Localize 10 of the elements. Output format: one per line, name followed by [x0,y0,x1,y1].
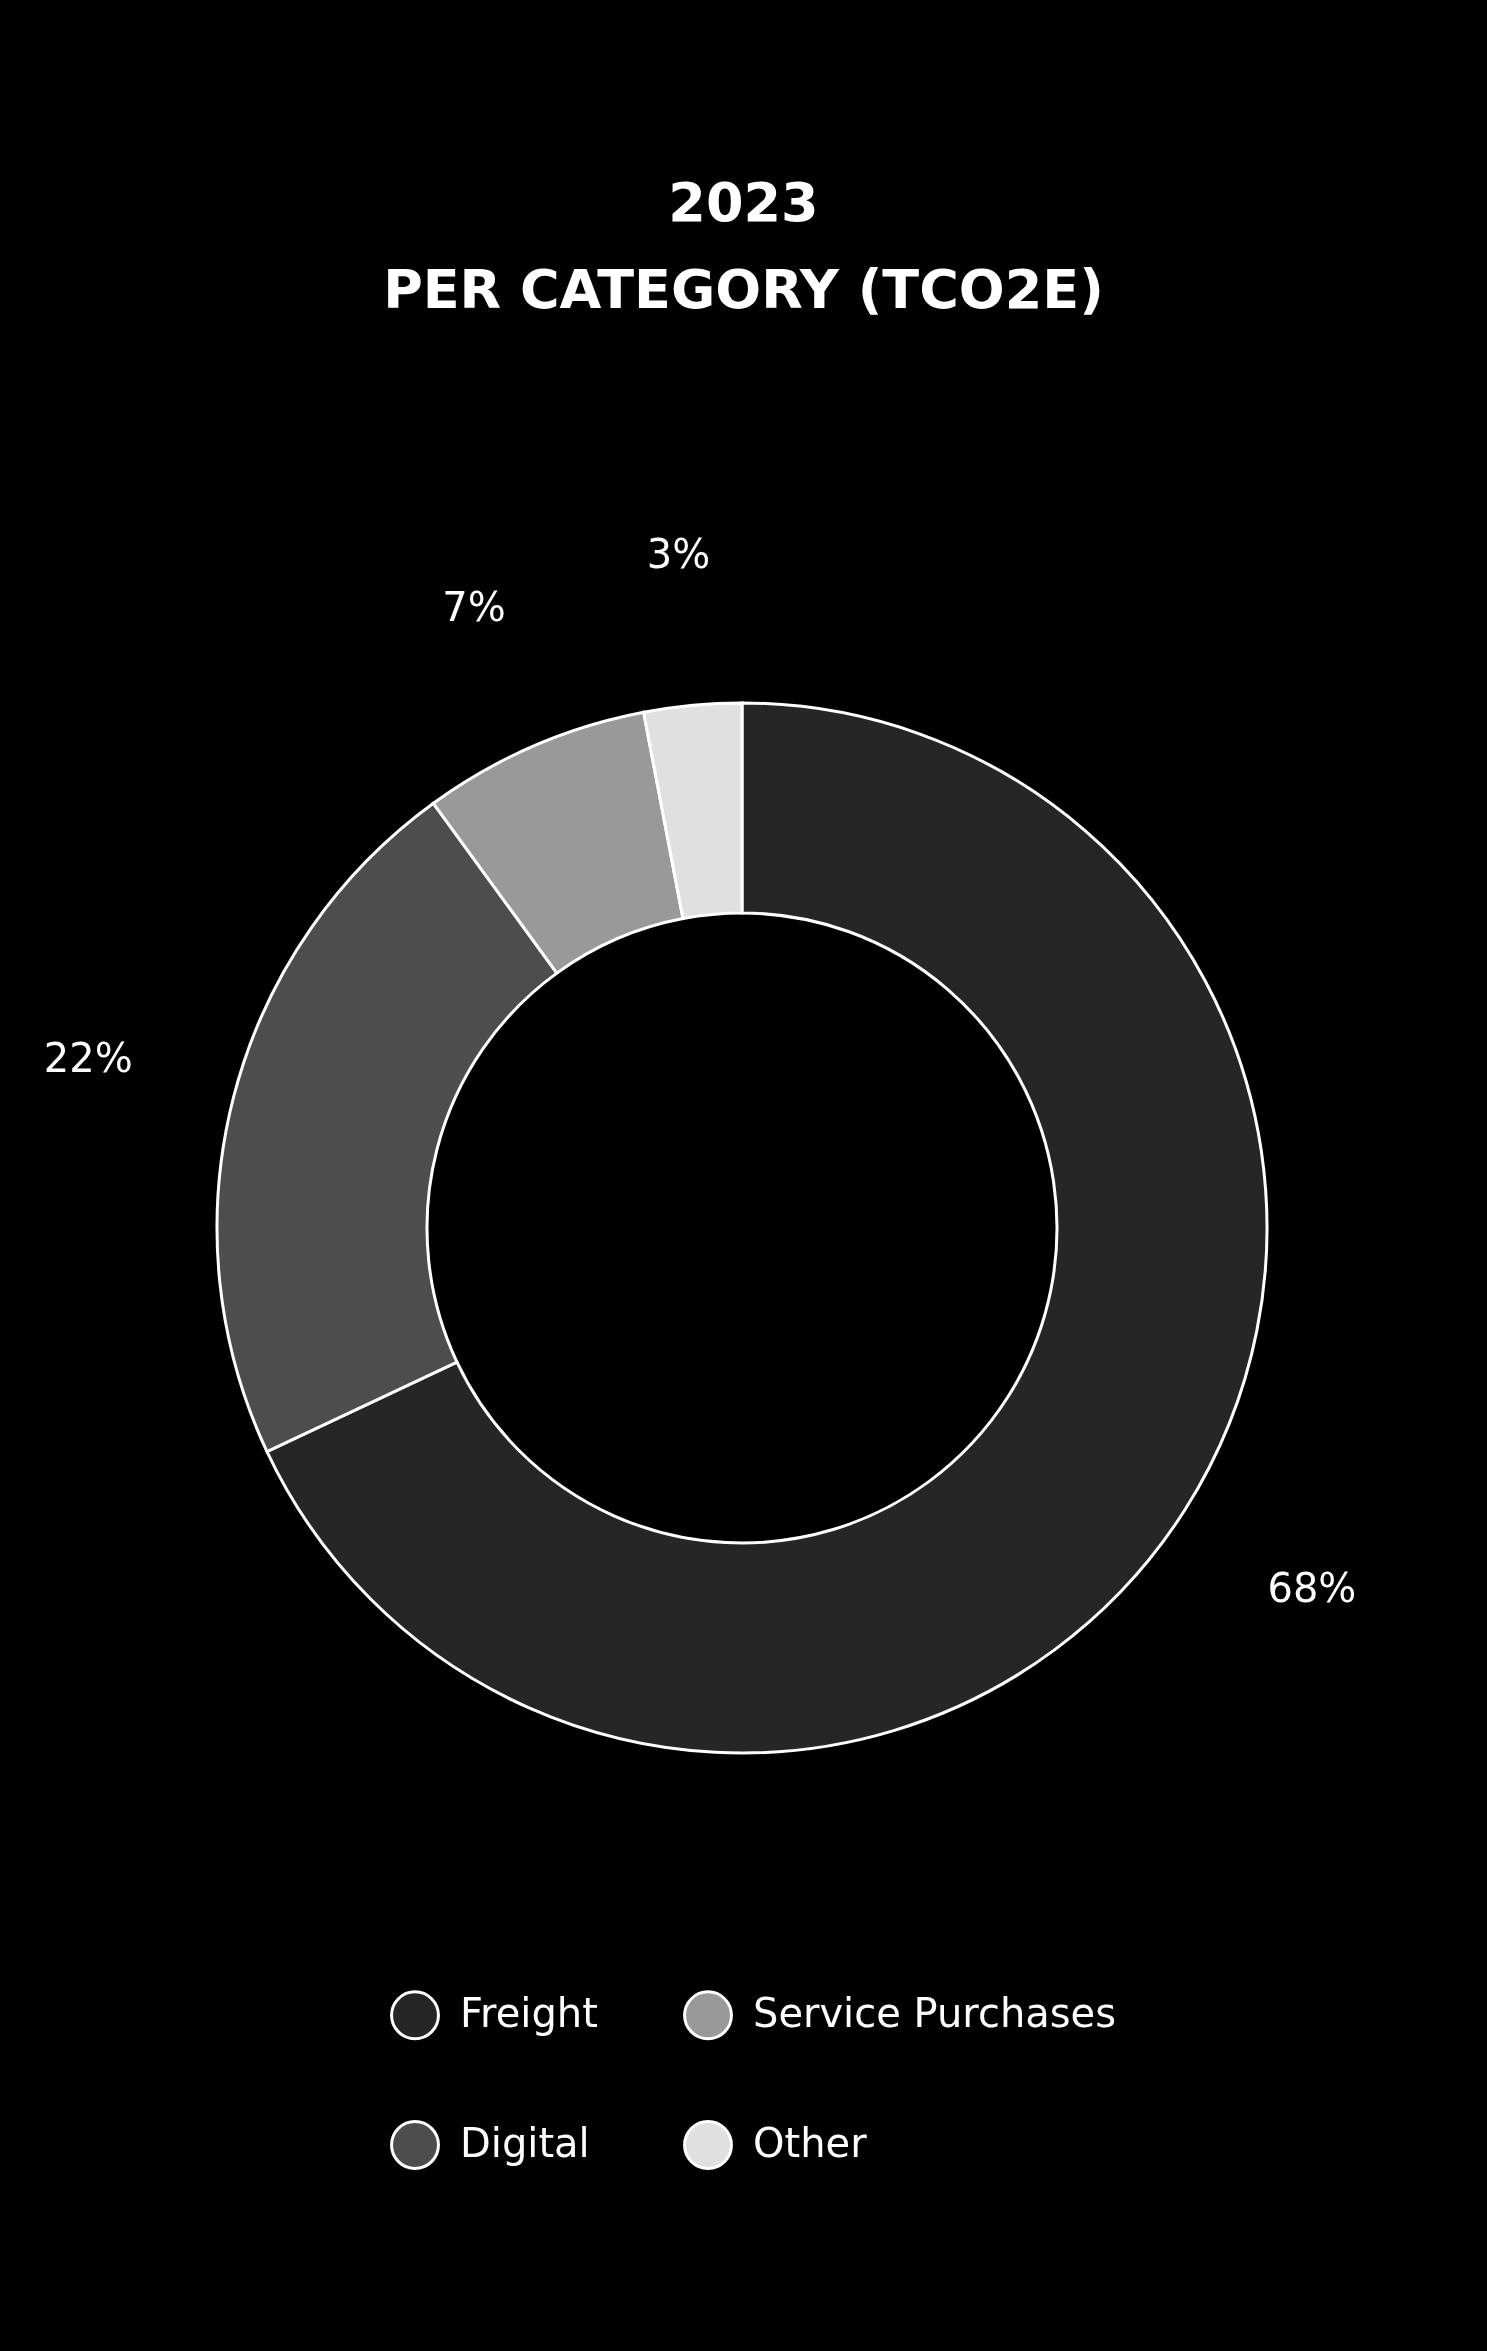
chart-title: 2023 [668,171,819,234]
data-label: 68% [1267,1564,1357,1611]
legend-label: Digital [460,2120,590,2166]
data-label: 22% [43,1035,133,1082]
data-label: 7% [442,583,506,630]
data-label: 3% [646,531,711,577]
legend-label: Freight [460,1990,598,2037]
legend-label: Service Purchases [753,1990,1117,2037]
chart-subtitle: PER CATEGORY (TCO2E) [383,258,1104,321]
legend-label: Other [753,2120,868,2166]
